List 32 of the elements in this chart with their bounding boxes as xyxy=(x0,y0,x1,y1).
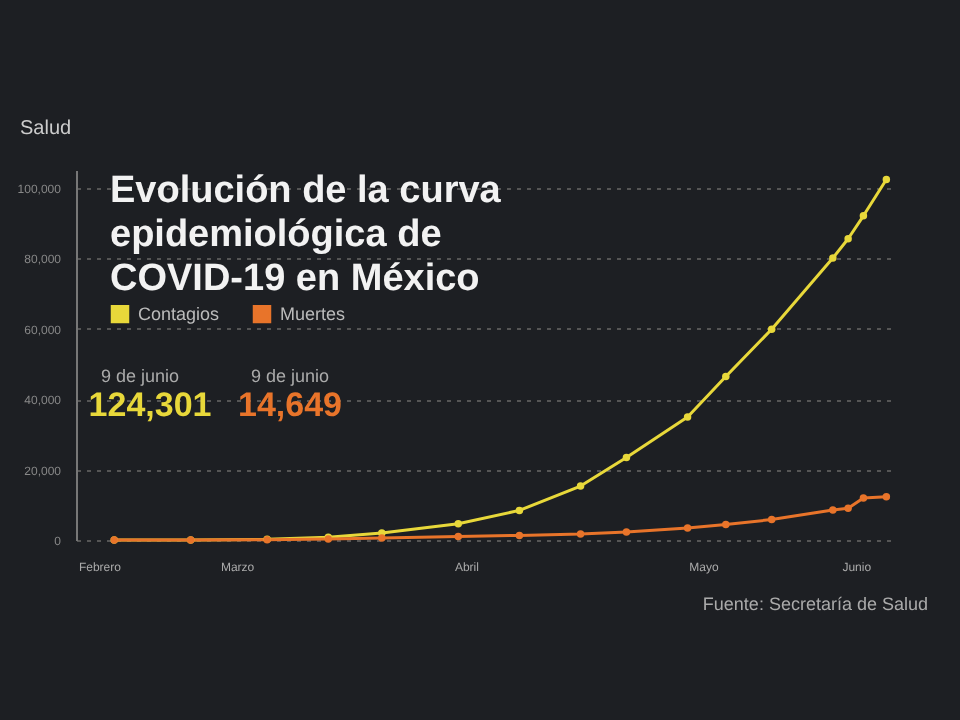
legend-label: Muertes xyxy=(280,304,347,325)
point xyxy=(882,492,891,501)
point xyxy=(683,524,692,532)
point xyxy=(829,506,837,514)
source-note: Fuente: Secretaría de Salud xyxy=(702,594,928,614)
point xyxy=(722,372,730,381)
point xyxy=(622,453,631,462)
annotation: 9 de junio xyxy=(250,366,330,386)
point xyxy=(576,530,585,538)
point xyxy=(683,413,692,421)
annotation: 14,649 xyxy=(238,386,342,424)
point xyxy=(515,506,524,515)
point xyxy=(576,482,585,490)
legend-label: Contagios xyxy=(138,304,221,325)
point xyxy=(767,325,776,334)
point xyxy=(844,504,852,513)
point xyxy=(622,528,631,536)
chart-subtitle: Salud xyxy=(20,118,72,140)
annotation: 9 de junio xyxy=(100,366,180,386)
point xyxy=(722,520,730,529)
point xyxy=(515,531,524,540)
point xyxy=(829,254,837,262)
point xyxy=(859,212,868,220)
point xyxy=(767,515,776,524)
point xyxy=(859,494,868,502)
point xyxy=(454,532,462,541)
point xyxy=(844,234,852,243)
point xyxy=(378,534,386,542)
point xyxy=(882,175,891,184)
annotation: 124,301 xyxy=(88,386,212,424)
text: Evolución de la curva epidemiológica de COVID-19 en México xyxy=(110,170,502,300)
point xyxy=(454,520,462,528)
